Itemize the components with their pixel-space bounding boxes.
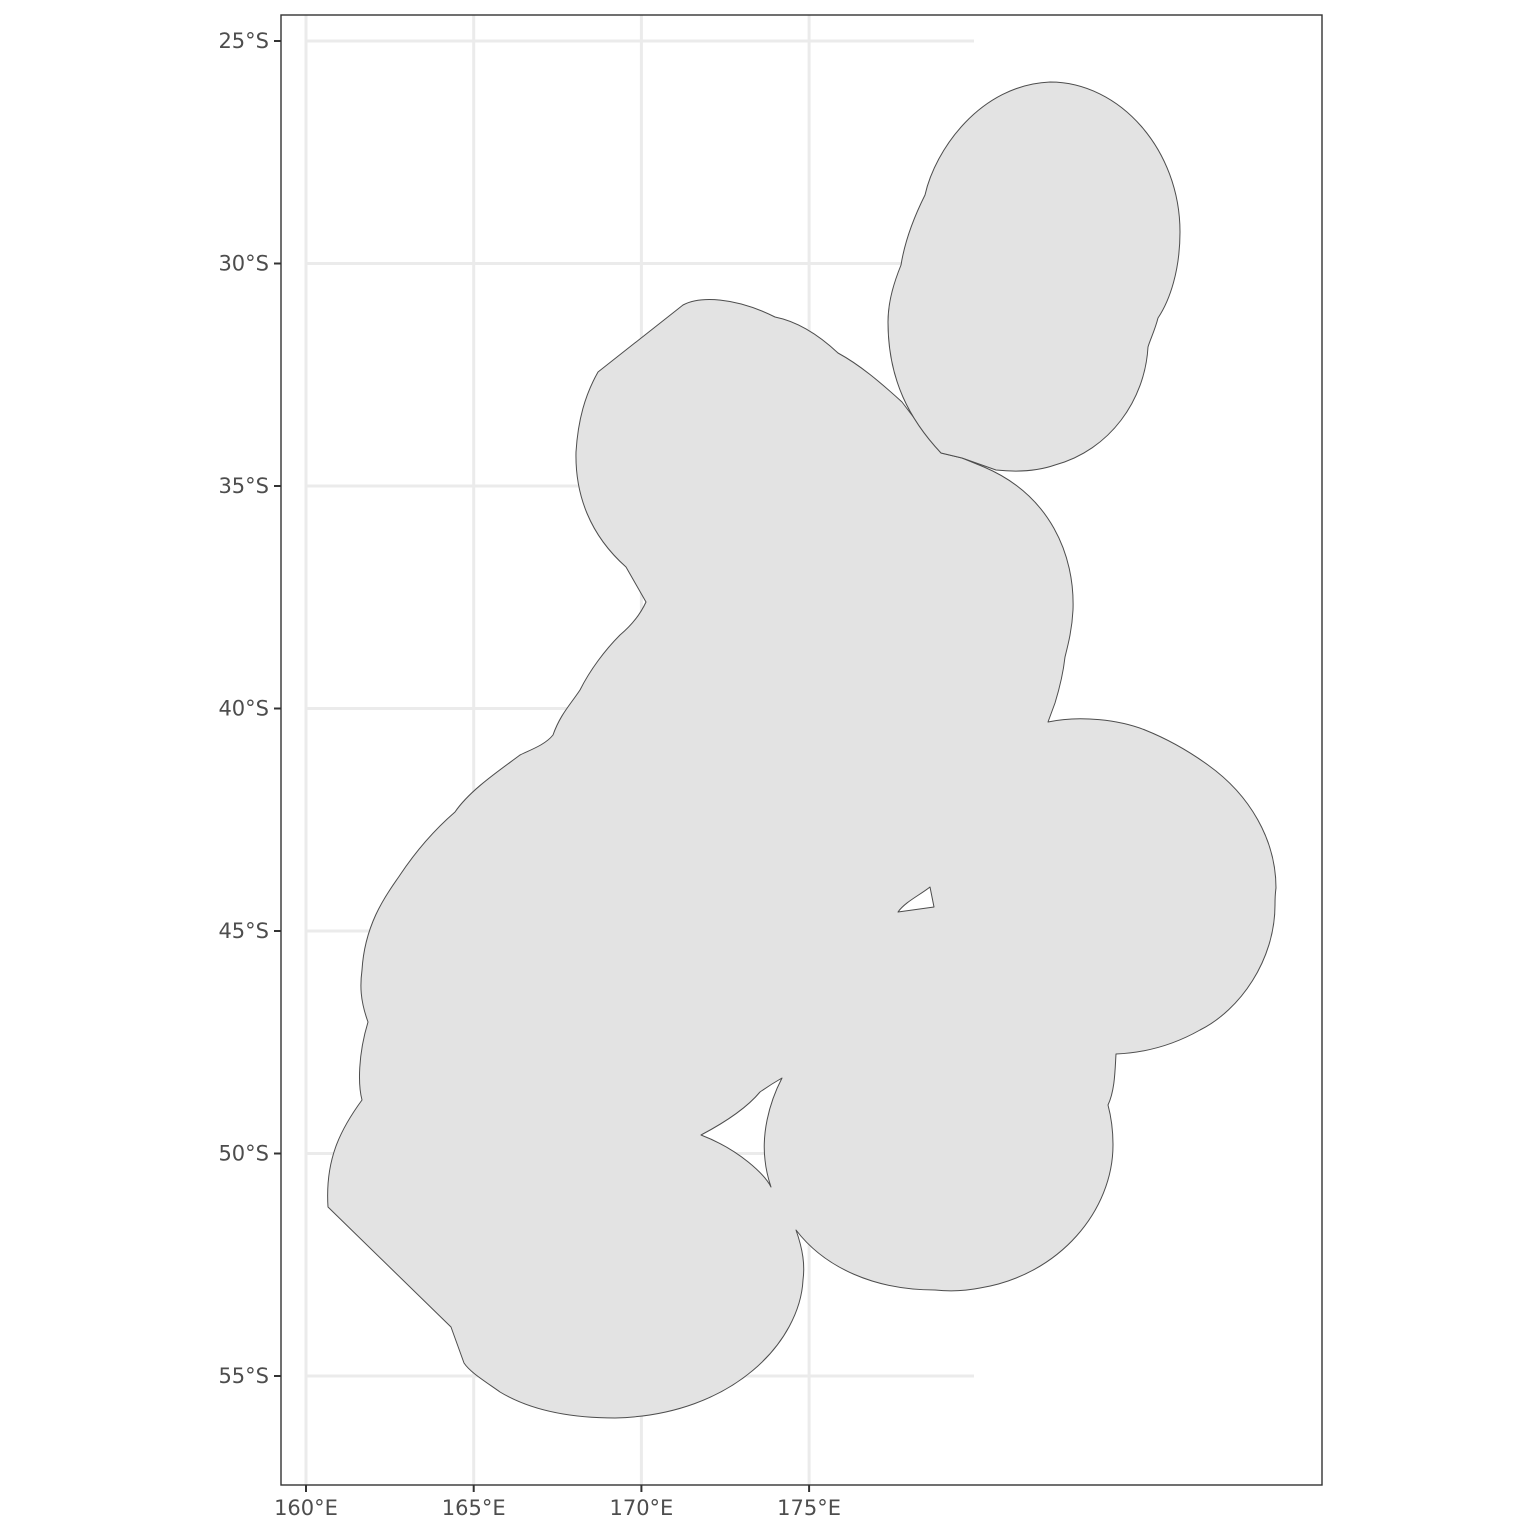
y-tick-label: 35°S [218, 474, 269, 498]
y-tick-label: 45°S [218, 919, 269, 943]
region-polygon-north [887, 81, 1181, 472]
y-axis: 25°S 30°S 35°S 40°S 45°S 50°S 55°S [218, 29, 281, 1388]
y-tick-label: 50°S [218, 1142, 269, 1166]
y-tick-label: 40°S [218, 697, 269, 721]
x-tick-label: 175°E [777, 1496, 841, 1520]
y-tick-label: 25°S [218, 29, 269, 53]
buffered-region [327, 81, 1277, 1419]
x-tick-label: 170°E [609, 1496, 673, 1520]
x-tick-label: 160°E [274, 1496, 338, 1520]
y-tick-label: 30°S [218, 252, 269, 276]
x-tick-label: 165°E [442, 1496, 506, 1520]
x-axis: 160°E 165°E 170°E 175°E [274, 1485, 841, 1520]
panel-border [280, 14, 1323, 1486]
region-polygon-main [327, 299, 1277, 1419]
y-tick-label: 55°S [218, 1364, 269, 1388]
